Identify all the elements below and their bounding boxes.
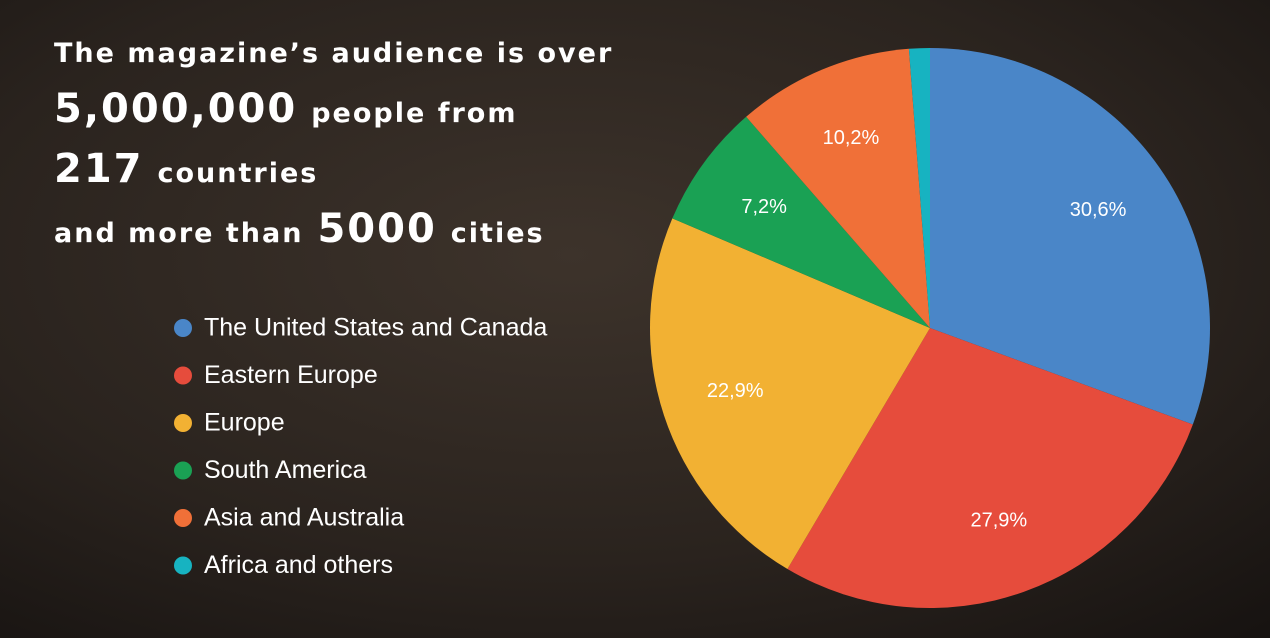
value-label: 22,9%	[707, 380, 764, 402]
headline-number: 5000	[317, 206, 436, 252]
legend-label: Africa and others	[204, 551, 393, 579]
legend-label: The United States and Canada	[204, 314, 547, 342]
pie-slice	[787, 328, 1193, 608]
pie-slice	[908, 48, 930, 328]
headline-text: countries	[158, 158, 319, 189]
legend-label: South America	[204, 456, 367, 484]
value-label: 30,6%	[1070, 199, 1127, 221]
value-label: 27,9%	[970, 509, 1027, 531]
headline-text: The magazine’s audience is over	[54, 38, 613, 69]
pie-slice	[650, 218, 930, 570]
value-label: 10,2%	[823, 127, 880, 149]
headline-line: 217 countries	[54, 146, 318, 192]
legend-marker	[174, 461, 192, 480]
headline-text: cities	[451, 218, 545, 249]
headline-text: people from	[311, 98, 517, 129]
legend-marker	[174, 509, 192, 527]
headline-line: 5,000,000 people from	[54, 86, 517, 132]
legend-marker	[174, 556, 192, 575]
pie-slice	[930, 48, 1210, 425]
legend-label: Asia and Australia	[204, 504, 404, 532]
legend-marker	[174, 366, 192, 385]
value-label: 7,2%	[741, 196, 787, 218]
headline-number: 217	[54, 146, 144, 192]
headline-line: and more than 5000 cities	[54, 206, 545, 252]
headline-text: and more than	[54, 218, 303, 249]
legend-label: Eastern Europe	[204, 361, 378, 389]
legend-marker	[174, 414, 192, 432]
pie-slice	[672, 116, 930, 328]
pie-slice	[746, 48, 930, 329]
headline-number: 5,000,000	[54, 86, 297, 132]
headline-line: The magazine’s audience is over	[54, 38, 613, 69]
legend-marker	[174, 319, 192, 337]
legend-label: Europe	[204, 409, 285, 437]
